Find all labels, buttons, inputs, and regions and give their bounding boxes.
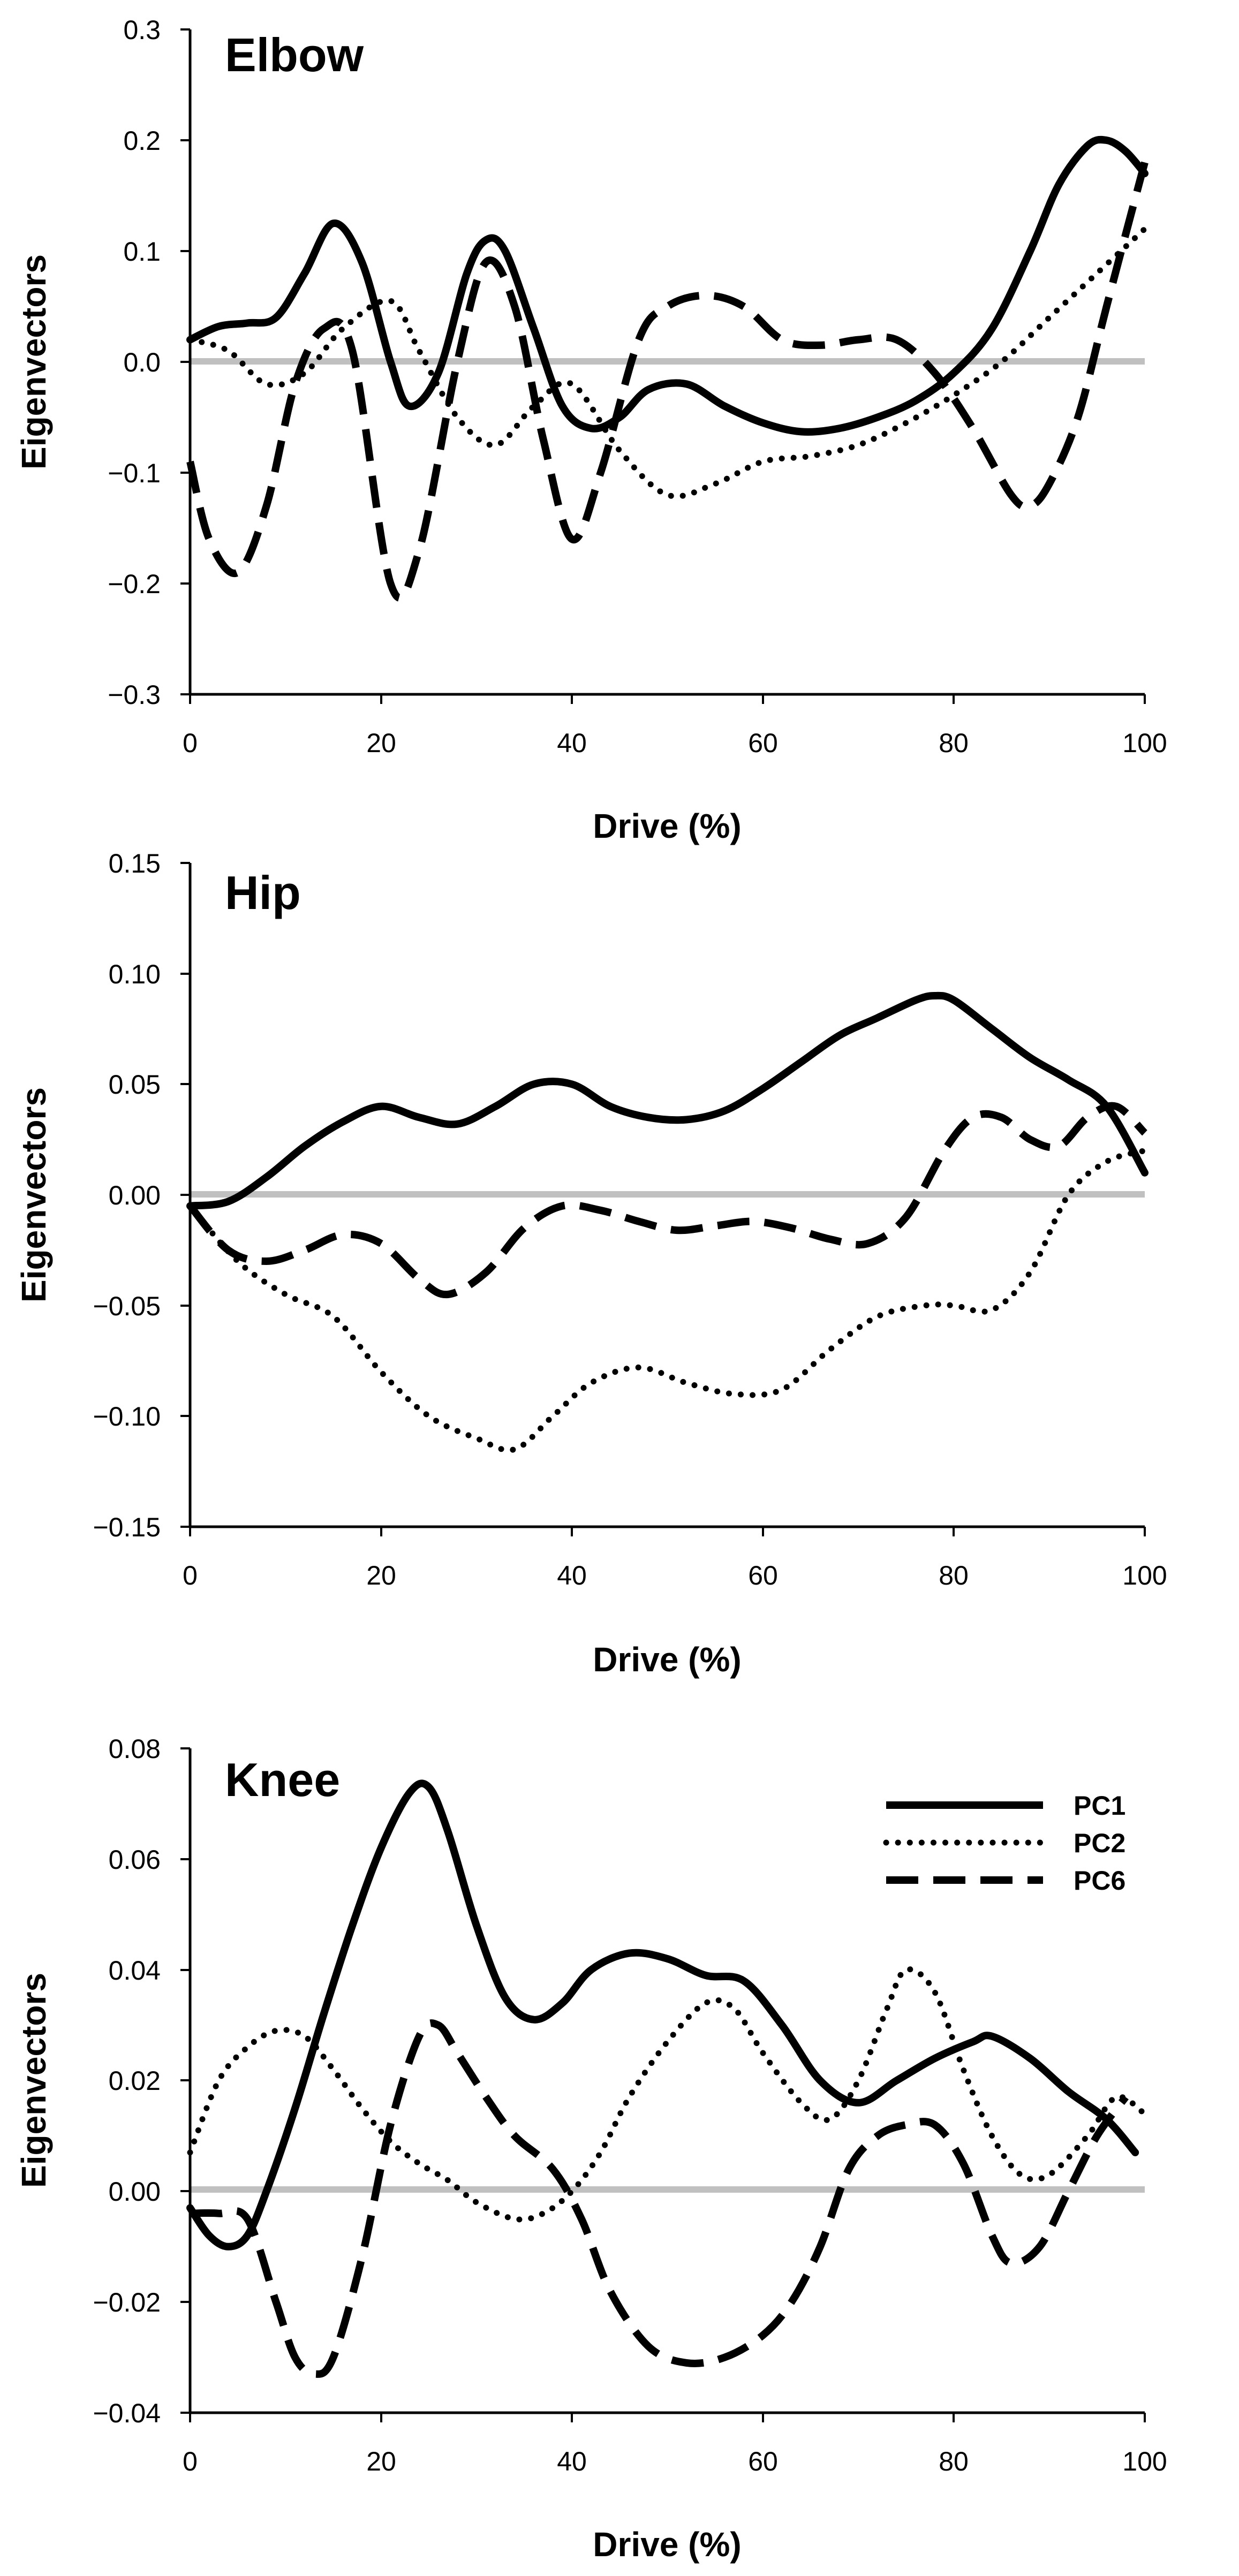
x-axis-title: Drive (%) (593, 1640, 741, 1679)
x-axis-title: Drive (%) (593, 807, 741, 845)
x-tick-label: 0 (183, 2446, 198, 2476)
y-tick-label: −0.04 (93, 2398, 161, 2428)
y-tick-label: 0.1 (123, 237, 161, 267)
series-group (186, 991, 1149, 1453)
y-tick-label: 0.15 (109, 848, 161, 878)
y-tick-marks (180, 862, 190, 1528)
y-tick-labels: 0.08 0.06 0.04 0.02 0.00 −0.02 −0.04 (93, 1734, 161, 2428)
y-tick-label: 0.02 (109, 2066, 161, 2096)
y-tick-label: 0.3 (123, 15, 161, 45)
y-tick-label: 0.2 (123, 126, 161, 156)
legend-label-pc2: PC2 (1074, 1828, 1125, 1858)
series-group (186, 1779, 1148, 2378)
chart-panel-elbow: 0.3 0.2 0.1 0.0 −0.1 −0.2 −0.3 0 20 40 6… (14, 15, 1167, 845)
panel-title: Hip (225, 866, 301, 919)
y-axis-title: Eigenvectors (14, 1087, 53, 1302)
legend: PC1 PC2 PC6 (883, 1791, 1125, 1896)
y-axis-title: Eigenvectors (14, 1973, 53, 2188)
series-line-pc1 (186, 991, 1149, 1210)
series-line-pc6 (186, 161, 1149, 602)
y-tick-label: 0.10 (109, 959, 161, 989)
legend-label-pc1: PC1 (1074, 1791, 1125, 1821)
y-tick-label: −0.10 (93, 1401, 161, 1431)
x-tick-label: 40 (557, 1560, 587, 1590)
x-axis-title: Drive (%) (593, 2525, 741, 2564)
y-tick-label: −0.3 (108, 680, 161, 710)
y-tick-label: 0.06 (109, 1845, 161, 1875)
x-tick-label: 80 (939, 728, 969, 758)
x-tick-label: 20 (366, 2446, 396, 2476)
panel-title: Elbow (225, 28, 364, 81)
x-tick-label: 60 (748, 728, 778, 758)
x-tick-marks (189, 2413, 1146, 2422)
x-tick-marks (189, 1527, 1146, 1536)
y-tick-labels: 0.3 0.2 0.1 0.0 −0.1 −0.2 −0.3 (108, 15, 161, 710)
x-tick-labels: 0 20 40 60 80 100 (183, 1560, 1167, 1590)
x-tick-label: 80 (939, 2446, 969, 2476)
x-tick-label: 100 (1122, 1560, 1167, 1590)
x-tick-label: 100 (1122, 2446, 1167, 2476)
y-tick-label: 0.04 (109, 1956, 161, 1986)
y-tick-label: 0.00 (109, 1180, 161, 1210)
y-tick-label: −0.15 (93, 1512, 161, 1542)
series-line-pc1 (186, 1779, 1139, 2251)
y-tick-label: 0.00 (109, 2177, 161, 2207)
y-tick-label: −0.2 (108, 569, 161, 599)
y-tick-labels: 0.15 0.10 0.05 0.00 −0.05 −0.10 −0.15 (93, 848, 161, 1542)
y-tick-label: −0.1 (108, 458, 161, 488)
panel-title: Knee (225, 1753, 340, 1806)
x-tick-label: 60 (748, 2446, 778, 2476)
x-tick-label: 20 (366, 1560, 396, 1590)
series-line-pc2 (187, 1966, 1148, 2223)
series-line-pc2 (187, 1147, 1148, 1453)
x-tick-label: 40 (557, 2446, 587, 2476)
series-line-pc6 (187, 1102, 1148, 1299)
x-tick-label: 60 (748, 1560, 778, 1590)
y-axis-title: Eigenvectors (14, 254, 53, 469)
y-tick-label: −0.02 (93, 2287, 161, 2317)
series-line-pc1 (186, 135, 1149, 436)
x-tick-label: 80 (939, 1560, 969, 1590)
y-tick-label: −0.05 (93, 1291, 161, 1321)
series-line-pc6 (190, 2019, 1129, 2378)
y-tick-label: 0.08 (109, 1734, 161, 1764)
x-tick-label: 100 (1122, 728, 1167, 758)
legend-label-pc6: PC6 (1074, 1866, 1125, 1896)
x-tick-label: 0 (183, 1560, 198, 1590)
x-tick-label: 0 (183, 728, 198, 758)
x-tick-labels: 0 20 40 60 80 100 (183, 728, 1167, 758)
y-tick-label: 0.05 (109, 1070, 161, 1100)
x-tick-labels: 0 20 40 60 80 100 (183, 2446, 1167, 2476)
series-group (186, 135, 1149, 602)
chart-panel-knee: 0.08 0.06 0.04 0.02 0.00 −0.02 −0.04 0 2… (14, 1734, 1167, 2564)
x-tick-label: 20 (366, 728, 396, 758)
series-line-pc2 (187, 226, 1148, 499)
y-tick-label: 0.0 (123, 347, 161, 377)
x-tick-marks (189, 694, 1146, 704)
chart-panel-hip: 0.15 0.10 0.05 0.00 −0.05 −0.10 −0.15 0 … (14, 848, 1167, 1679)
y-tick-marks (180, 28, 190, 695)
x-tick-label: 40 (557, 728, 587, 758)
y-tick-marks (180, 1747, 190, 2414)
